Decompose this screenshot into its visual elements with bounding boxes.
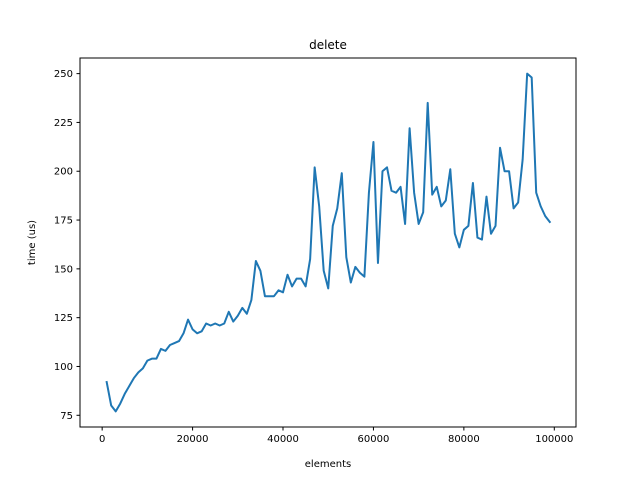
y-axis-ticks: 75 100 125 150 175 200 225 250 <box>54 69 80 422</box>
plot-area <box>80 58 576 427</box>
series-layer <box>105 72 552 413</box>
y-tick-label: 250 <box>54 69 73 80</box>
x-tick-label: 80000 <box>448 434 480 445</box>
x-axis-label: elements <box>305 459 351 470</box>
x-tick-label: 40000 <box>267 434 299 445</box>
chart-title: delete <box>309 38 347 52</box>
y-tick-label: 225 <box>54 118 73 129</box>
x-axis-ticks: 0 20000 40000 60000 80000 100000 <box>99 427 573 445</box>
y-axis-label: time (us) <box>27 220 38 265</box>
y-tick-label: 150 <box>54 264 73 275</box>
x-tick-label: 100000 <box>535 434 573 445</box>
y-tick-label: 200 <box>54 167 73 178</box>
x-tick-label: 0 <box>99 434 105 445</box>
x-tick-label: 60000 <box>358 434 390 445</box>
y-tick-label: 125 <box>54 313 73 324</box>
y-tick-label: 100 <box>54 362 73 373</box>
x-tick-label: 20000 <box>177 434 209 445</box>
y-tick-label: 175 <box>54 216 73 227</box>
plot-frame <box>79 57 577 428</box>
series-line-0 <box>105 72 552 413</box>
y-tick-label: 75 <box>60 411 73 422</box>
